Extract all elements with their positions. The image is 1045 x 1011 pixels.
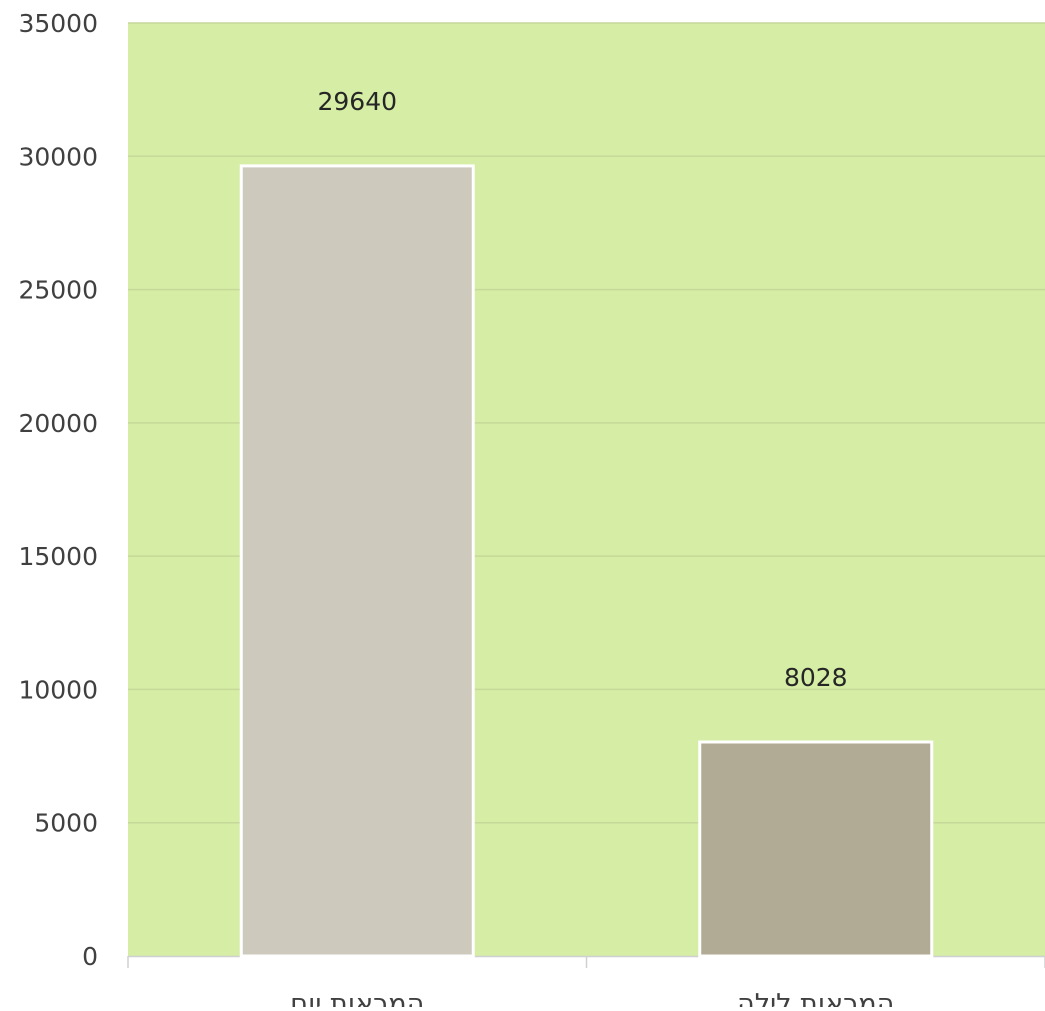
y-tick-label: 5000	[34, 809, 98, 838]
category-label: המראות לילה	[737, 989, 894, 1007]
y-tick-label: 25000	[18, 276, 98, 305]
bar	[239, 164, 475, 958]
category-label: המראות יום	[290, 989, 424, 1007]
data-label: 29640	[317, 87, 397, 116]
y-tick-label: 10000	[18, 675, 98, 704]
data-label: 8028	[784, 663, 848, 692]
y-tick-label: 30000	[18, 142, 98, 171]
y-tick-label: 0	[82, 942, 98, 971]
y-tick-label: 20000	[18, 409, 98, 438]
y-tick-label: 35000	[18, 9, 98, 38]
y-tick-label: 15000	[18, 542, 98, 571]
bar	[698, 740, 934, 958]
